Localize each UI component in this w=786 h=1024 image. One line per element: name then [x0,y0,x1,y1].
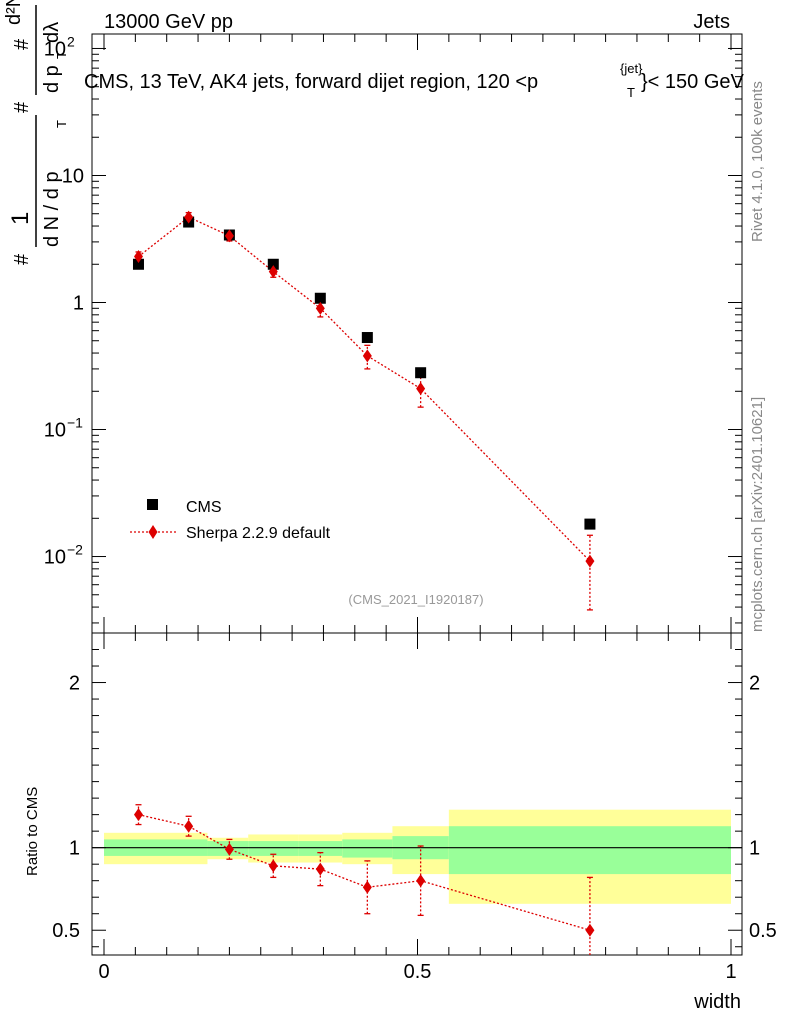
mc-data-point [362,349,372,363]
ratio-band-inner [448,826,731,875]
y-tick-label: 10 [44,547,66,569]
legend-sherpa-label: Sherpa 2.2.9 default [186,525,331,542]
rivet-version-label: Rivet 4.1.0, 100k events [749,81,766,242]
ratio-y-tick-label: 2 [69,673,80,695]
y-label-hash-left: # [11,253,33,265]
cms-data-point [361,332,373,344]
y-tick-label: 10 [44,38,66,60]
ratio-plot-frame [91,632,743,956]
ratio-series-line [138,814,591,931]
ratio-y-tick-label-right: 2 [749,673,760,695]
cms-data-point [415,367,427,379]
ratio-data-point [133,808,143,822]
chart-title-tail: }< 150 GeV [641,71,745,93]
cms-data-point [314,292,326,304]
chart-title: CMS, 13 TeV, AK4 jets, forward dijet reg… [84,71,538,93]
ratio-data-point [224,842,234,856]
y-tick-label: 10 [44,420,66,442]
chart-title-subscript: T [627,85,635,100]
main-x-axis [103,34,732,633]
ratio-data-point [184,819,194,833]
y-tick-label: 1 [73,293,84,315]
ratio-y-axis: 0.5 0.5 1 1 2 2 [52,649,777,948]
ratio-band-inner [248,841,299,856]
x-tick-label: 0.5 [404,961,432,983]
mc-data-point [416,382,426,396]
cms-data-point [584,518,596,530]
legend: CMS Sherpa 2.2.9 default [130,499,331,542]
y-tick-label-exponent: 2 [67,33,75,49]
y-tick-label: 10 [62,165,84,187]
header-left: 13000 GeV pp [104,11,233,33]
analysis-tag: (CMS_2021_I1920187) [348,592,483,607]
header-right: Jets [693,11,730,33]
y-label-dndpt: d N / d p [41,171,63,247]
ratio-y-tick-label: 1 [69,838,80,860]
y-label-dlambda: dλ [41,22,63,43]
legend-cms-marker [147,499,158,510]
cms-data-point [267,258,279,270]
y-label-one: 1 [7,212,34,225]
ratio-data-point [585,923,595,937]
legend-cms-label: CMS [186,499,222,516]
ratio-y-tick-label-right: 0.5 [749,920,777,942]
ratio-data-point [416,874,426,888]
mc-data-point [224,229,234,243]
ratio-plot: 0.5 0.51 12 2 0 0.5 1 [52,632,777,983]
ratio-y-axis-label: Ratio to CMS [24,787,41,876]
y-label-d2n: d²N [3,0,25,25]
main-plot-frame [91,33,743,634]
x-axis-label: width [693,991,741,1013]
y-tick-label-exponent: −1 [67,415,83,431]
mc-data-point [133,250,143,264]
y-label-dpt-sub: T [54,51,69,59]
x-tick-label: 1 [725,961,736,983]
ratio-y-tick-label: 0.5 [52,920,80,942]
y-label-dndpt-sub: T [54,120,69,128]
y-label-dpt: d p [41,65,63,93]
y-label-hash-num: # [11,38,33,50]
ratio-y-tick-label-right: 1 [749,838,760,860]
chart-title-superscript: {jet} [620,61,643,76]
ratio-uncertainty-bands [104,809,731,904]
y-label-hash-mid: # [11,101,33,113]
x-tick-label: 0 [98,961,109,983]
cms-data-point [132,258,144,270]
mc-data-point [268,265,278,279]
main-y-axis-label: # 1 d N / d p T # # d²N d p T dλ [3,0,69,265]
ratio-data-point [362,880,372,894]
main-plot-data [132,210,596,611]
ratio-plot-data [92,804,742,955]
ratio-data-point [315,862,325,876]
legend-sherpa-marker [148,525,158,539]
mc-data-point [184,210,194,224]
ratio-band-inner [342,839,393,858]
mc-data-point [315,301,325,315]
ratio-x-axis: 0 0.5 1 [98,633,737,983]
y-tick-label-exponent: −2 [67,542,83,558]
mc-data-point [585,554,595,568]
mcplots-label: mcplots.cern.ch [arXiv:2401.10621] [749,397,766,632]
ratio-band-inner [298,841,343,856]
ratio-data-point [268,859,278,873]
